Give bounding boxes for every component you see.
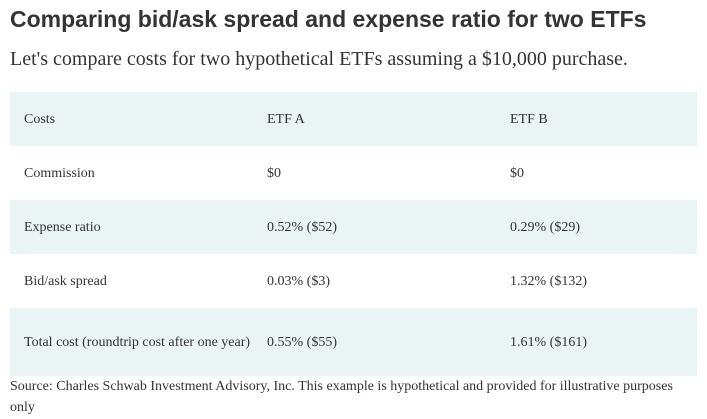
row-label-commission: Commission <box>24 165 95 181</box>
page-subtitle: Let's compare costs for two hypothetical… <box>10 48 628 70</box>
row-label-total-cost: Total cost (roundtrip cost after one yea… <box>24 334 251 350</box>
etf-b-expense-ratio: 0.29% ($29) <box>510 219 580 235</box>
page-title: Comparing bid/ask spread and expense rat… <box>10 6 647 32</box>
table-row: Expense ratio 0.52% ($52) 0.29% ($29) <box>10 200 697 254</box>
column-header-etf-b: ETF B <box>510 111 548 127</box>
etf-a-bid-ask-spread: 0.03% ($3) <box>267 273 330 289</box>
cost-comparison-table: Costs ETF A ETF B Commission $0 $0 Expen… <box>10 92 697 376</box>
etf-b-commission: $0 <box>510 165 524 181</box>
source-note: Source: Charles Schwab Investment Adviso… <box>10 379 673 415</box>
table-row: Bid/ask spread 0.03% ($3) 1.32% ($132) <box>10 254 697 308</box>
etf-a-commission: $0 <box>267 165 281 181</box>
etf-a-expense-ratio: 0.52% ($52) <box>267 219 337 235</box>
table-header-row: Costs ETF A ETF B <box>10 92 697 146</box>
table-row: Commission $0 $0 <box>10 146 697 200</box>
table-row: Total cost (roundtrip cost after one yea… <box>10 308 697 376</box>
row-label-bid-ask-spread: Bid/ask spread <box>24 273 107 289</box>
row-label-expense-ratio: Expense ratio <box>24 219 101 235</box>
etf-a-total-cost: 0.55% ($55) <box>267 334 337 350</box>
column-header-costs: Costs <box>24 111 56 127</box>
etf-b-total-cost: 1.61% ($161) <box>510 334 587 350</box>
column-header-etf-a: ETF A <box>267 111 305 127</box>
etf-b-bid-ask-spread: 1.32% ($132) <box>510 273 587 289</box>
